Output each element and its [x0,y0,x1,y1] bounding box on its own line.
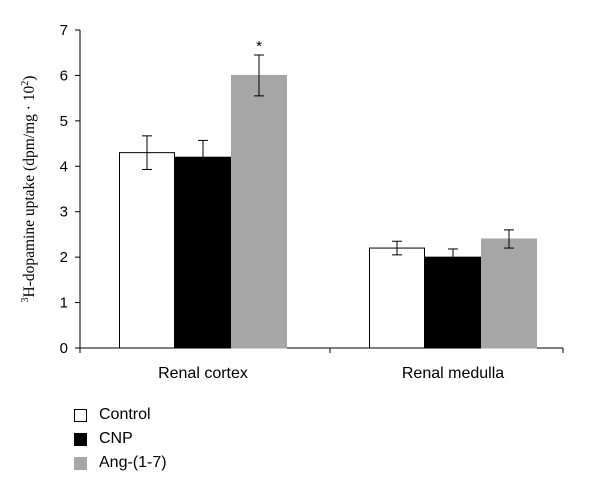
y-tick-label: 6 [60,67,68,84]
chart-plot: 0 1 2 3 4 5 6 7 Renal cortex Renal medulla * 3H-dop… [20,22,564,382]
bar [425,256,481,349]
y-tick-label: 4 [60,158,68,175]
legend-label: Ang-(1-7) [99,454,167,471]
legend-label: Control [99,406,151,423]
bar [481,238,537,349]
y-tick-label: 5 [60,113,68,130]
y-tick-label: 1 [60,295,68,312]
category-label: Renal medulla [402,365,504,382]
y-axis-label: 3H-dopamine uptake (dpm/mg · 102) [20,76,38,303]
category-label: Renal cortex [158,365,248,382]
legend-item: CNP [74,427,167,451]
y-tick-label: 3 [60,204,68,221]
bar [231,74,287,349]
legend-swatch [74,408,87,422]
legend-item: Ang-(1-7) [74,451,167,475]
y-tick-label: 7 [60,22,68,39]
bar [369,247,425,349]
legend-swatch [74,456,87,470]
bar [175,156,231,349]
bar [119,152,175,349]
legend-label: CNP [99,430,133,447]
legend-swatch [74,432,87,446]
significance-marker: * [256,38,262,55]
legend: Control CNP Ang-(1-7) [74,403,167,475]
legend-item: Control [74,403,167,427]
y-tick-label: 2 [60,249,68,266]
y-tick-label: 0 [60,340,68,357]
